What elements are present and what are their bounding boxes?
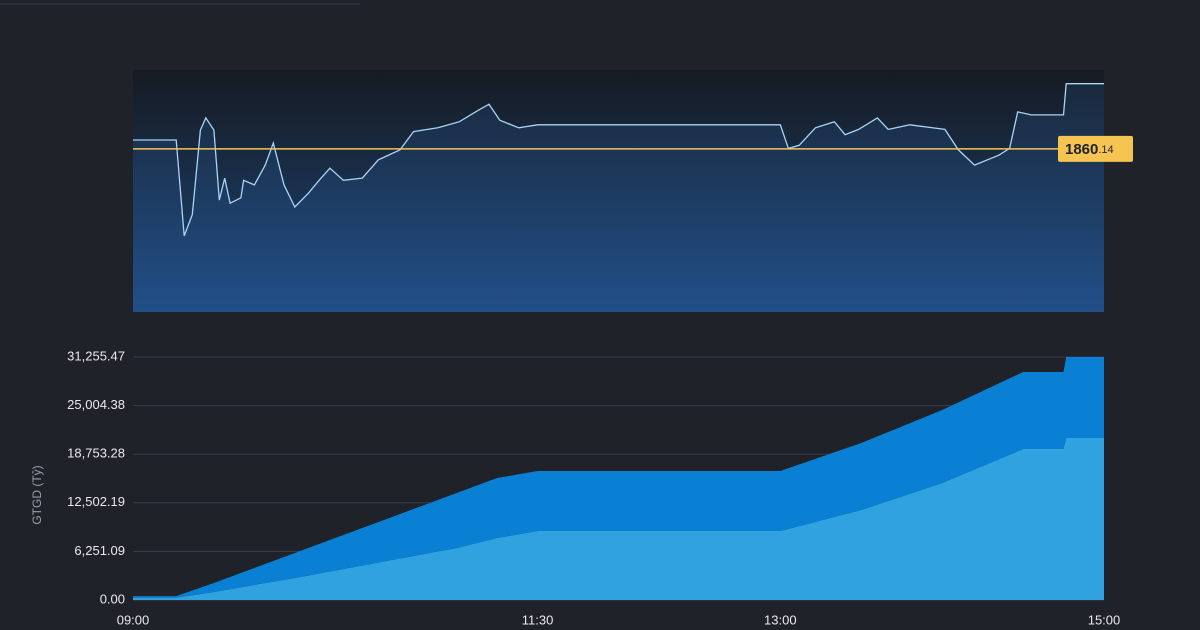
price-area [133,83,1104,312]
x-tick-label: 11:30 [522,612,554,627]
y-tick-label: 6,251.09 [74,543,125,558]
y-axis-label: GTGD (Tỷ) [30,465,44,524]
area-series [133,357,1104,598]
y-tick-label: 18,753.28 [67,446,125,461]
y-tick-label: 25,004.38 [67,397,125,412]
x-tick-label: 15:00 [1088,612,1121,627]
y-tick-label: 31,255.47 [67,348,125,363]
reference-label: 1860.14 [1065,141,1114,158]
area-series [133,438,1104,600]
reference-label-box [1058,135,1133,162]
x-tick-label: 09:00 [117,612,150,627]
price-line [133,83,1104,237]
x-tick-label: 13:00 [764,612,797,627]
price-chart: 1860.14 [133,83,1133,312]
reference-label-dec: .14 [1098,144,1113,156]
reference-label-int: 1860 [1065,141,1098,158]
y-tick-label: 0.00 [100,591,125,606]
value-chart: 0.00 6,251.09 12,502.19 18,753.28 25,004.38 3… [30,348,1120,627]
y-tick-label: 12,502.19 [67,494,125,509]
